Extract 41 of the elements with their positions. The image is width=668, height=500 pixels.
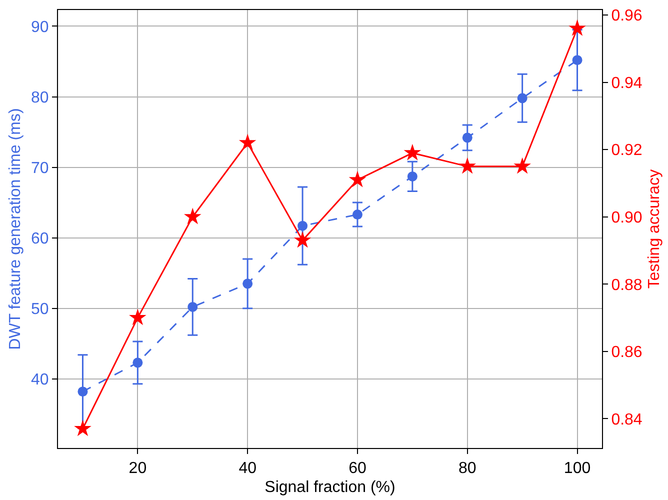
y-tick-label: 70 — [31, 160, 49, 177]
y2-tick-label: 0.94 — [611, 74, 642, 92]
point — [74, 420, 92, 436]
y-axis-title: DWT feature generation time (ms) — [6, 108, 24, 350]
point — [132, 358, 143, 368]
point — [458, 157, 476, 174]
y2-tick-label: 0.88 — [611, 276, 642, 294]
point — [568, 19, 586, 36]
y2-tick-label: 0.96 — [611, 8, 642, 25]
point — [514, 157, 531, 174]
y-tick-label: 50 — [31, 300, 49, 318]
point — [238, 134, 256, 150]
point — [572, 55, 582, 66]
x-tick-label: 80 — [458, 460, 476, 478]
point — [242, 278, 253, 289]
y2-tick-label: 0.90 — [611, 209, 642, 226]
point — [188, 302, 198, 312]
x-tick-label: 100 — [564, 460, 591, 478]
x-axis-title: Signal fraction (%) — [264, 478, 396, 496]
y-tick-label: 80 — [31, 89, 49, 106]
point — [298, 220, 308, 231]
y-tick-label: 40 — [31, 371, 49, 388]
point — [78, 386, 88, 397]
y2-tick-label: 0.84 — [611, 411, 642, 428]
point — [404, 144, 422, 160]
y-tick-label: 60 — [31, 230, 49, 248]
y-tick-label: 90 — [31, 18, 49, 36]
point — [352, 210, 362, 220]
y2-axis-title: Testing accuracy — [646, 169, 664, 289]
point — [184, 208, 202, 224]
x-tick-label: 40 — [238, 460, 257, 478]
point — [129, 308, 146, 326]
point — [294, 231, 312, 248]
point — [348, 170, 366, 188]
x-tick-label: 20 — [128, 460, 147, 478]
point — [462, 132, 472, 143]
point — [407, 171, 418, 182]
point — [517, 93, 528, 104]
y2-tick-label: 0.92 — [611, 142, 642, 160]
y2-tick-label: 0.86 — [611, 344, 642, 362]
x-tick-label: 60 — [348, 460, 366, 478]
